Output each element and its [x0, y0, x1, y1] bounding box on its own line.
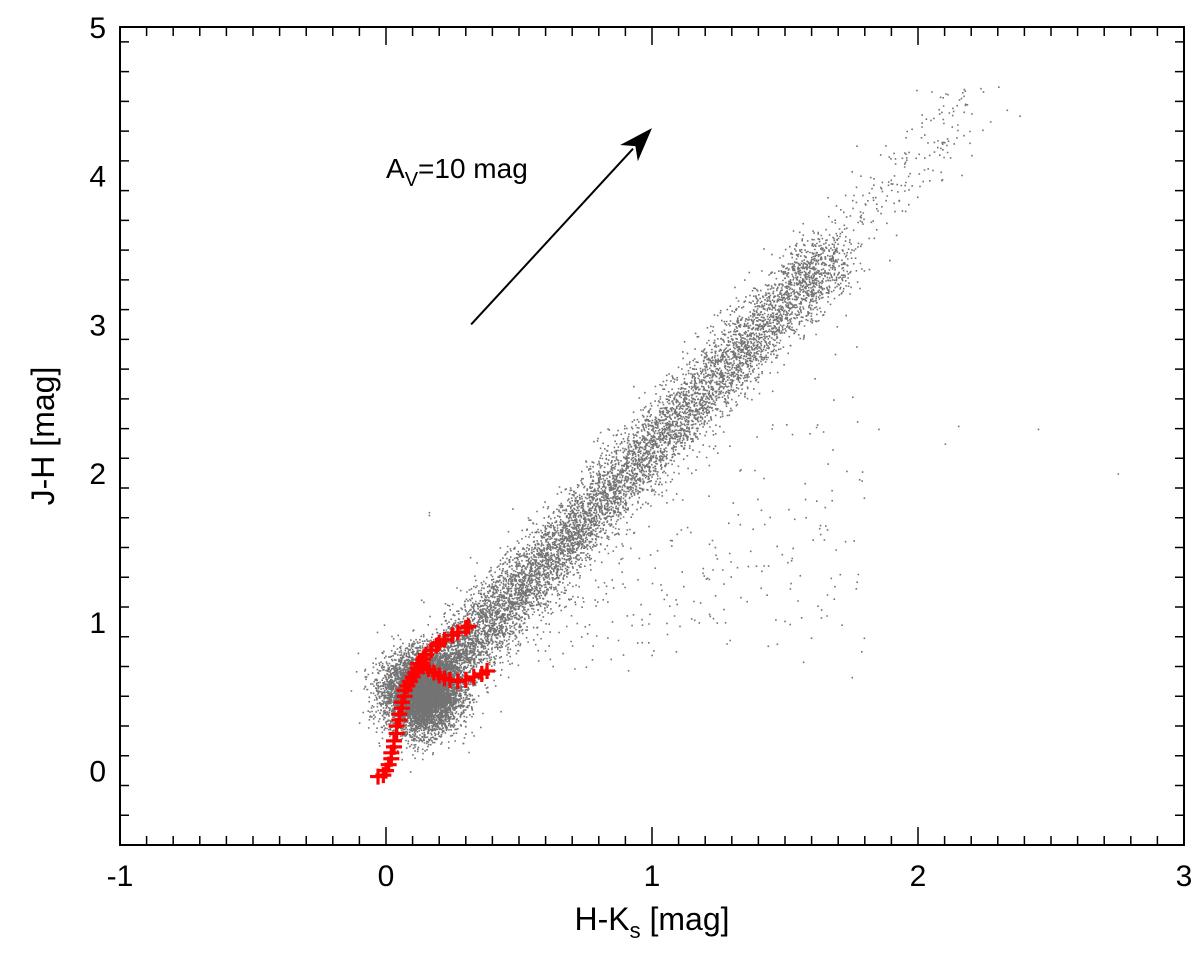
y-tick-labels: 0 1 2 3 4 5 [89, 12, 106, 789]
x-axis-label: H-Ks [mag] [574, 901, 729, 943]
y-tick-label: 0 [89, 756, 106, 789]
y-tick-label: 1 [89, 607, 106, 640]
scatter-dots [350, 86, 1120, 773]
extinction-annotation: AV=10 mag [386, 153, 528, 191]
x-tick-label: 1 [644, 860, 661, 893]
reddening-vector [470, 128, 652, 326]
sequence-marker [457, 671, 474, 688]
scatter-points [350, 86, 1120, 773]
tick-marks [119, 27, 1185, 846]
x-tick-label: 0 [378, 860, 395, 893]
stellar-sequence-markers [370, 618, 496, 785]
y-tick-label: 3 [89, 309, 106, 342]
x-tick-labels: -1 0 1 2 3 [107, 860, 1193, 893]
x-tick-label: 3 [1176, 860, 1193, 893]
reddening-arrow-shaft [470, 148, 634, 326]
y-tick-label: 2 [89, 458, 106, 491]
sequence-marker [460, 618, 477, 635]
axis-ticks [119, 27, 1185, 846]
reddening-arrow-head [620, 128, 652, 162]
x-tick-label: 2 [910, 860, 927, 893]
y-axis-label: J-H [mag] [25, 367, 61, 506]
x-tick-label: -1 [107, 860, 134, 893]
y-tick-label: 5 [89, 12, 106, 45]
sequence-marker [385, 732, 402, 749]
sequence-marker [465, 668, 482, 685]
y-tick-label: 4 [89, 161, 106, 194]
sequence-marker [479, 662, 496, 679]
